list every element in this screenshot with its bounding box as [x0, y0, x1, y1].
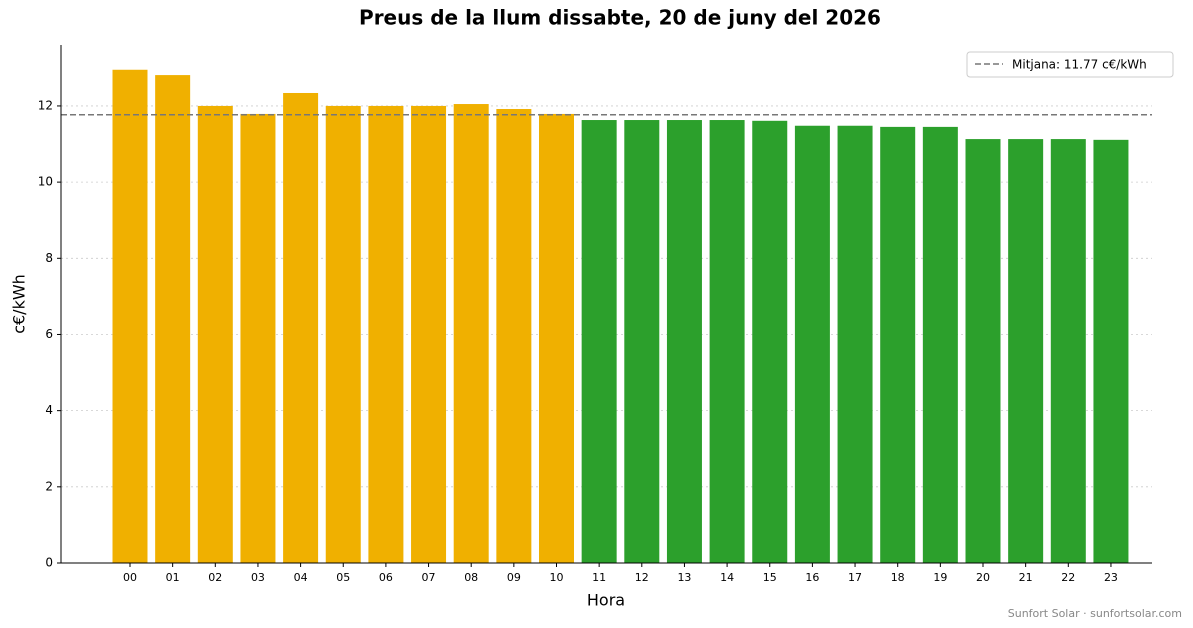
x-tick-label: 11: [592, 571, 606, 584]
bar: [411, 105, 447, 564]
x-tick-label: 07: [422, 571, 436, 584]
x-axis-label: Hora: [587, 591, 625, 610]
bar: [1050, 139, 1086, 563]
x-tick-label: 21: [1019, 571, 1033, 584]
x-tick-label: 00: [123, 571, 137, 584]
y-tick-label: 12: [38, 98, 53, 112]
x-tick-label: 16: [805, 571, 819, 584]
bar: [880, 126, 916, 563]
x-tick-label: 20: [976, 571, 990, 584]
bar: [283, 92, 319, 563]
x-tick-label: 23: [1104, 571, 1118, 584]
bar: [368, 105, 404, 564]
bar: [581, 120, 617, 564]
x-tick-label: 06: [379, 571, 393, 584]
x-tick-label: 03: [251, 571, 265, 584]
x-tick-label: 13: [677, 571, 691, 584]
x-tick-label: 22: [1061, 571, 1075, 584]
x-tick-label: 12: [635, 571, 649, 584]
x-tick-label: 08: [464, 571, 478, 584]
bar: [1008, 139, 1044, 563]
bar: [112, 69, 148, 563]
chart-title: Preus de la llum dissabte, 20 de juny de…: [359, 6, 881, 30]
bar: [155, 75, 191, 563]
bar: [539, 113, 574, 564]
bar: [240, 113, 276, 564]
y-tick-label: 10: [38, 175, 53, 189]
legend-box: [966, 51, 1174, 78]
x-tick-label: 10: [550, 571, 564, 584]
y-tick-label: 6: [45, 327, 53, 341]
bar: [666, 120, 702, 564]
x-tick-label: 15: [763, 571, 777, 584]
x-tick-label: 04: [294, 571, 308, 584]
x-tick-label: 18: [891, 571, 905, 584]
y-axis-label: c€/kWh: [10, 274, 29, 334]
bar: [325, 105, 361, 564]
x-tick-label: 19: [933, 571, 947, 584]
bar: [197, 105, 233, 564]
x-tick-label: 09: [507, 571, 521, 584]
footer: Sunfort Solar · sunfortsolar.com: [1008, 607, 1182, 620]
bar: [1093, 139, 1129, 563]
x-tick-label: 02: [208, 571, 222, 584]
x-tick-label: 01: [166, 571, 180, 584]
bar: [624, 120, 660, 564]
x-tick-label: 14: [720, 571, 734, 584]
bar: [922, 126, 958, 563]
bar: [496, 108, 532, 564]
bar: [453, 104, 489, 563]
bar: [965, 139, 1001, 563]
bar: [709, 120, 745, 564]
x-tick-label: 17: [848, 571, 862, 584]
bar: [794, 125, 830, 563]
y-tick-label: 0: [45, 556, 53, 570]
bar: [752, 120, 788, 563]
y-tick-label: 2: [45, 479, 53, 493]
y-tick-label: 8: [45, 251, 53, 265]
legend-label: Mitjana: 11.77 c€/kWh: [1012, 58, 1147, 72]
y-tick-label: 4: [45, 403, 53, 417]
bar: [837, 125, 873, 563]
x-tick-label: 05: [336, 571, 350, 584]
